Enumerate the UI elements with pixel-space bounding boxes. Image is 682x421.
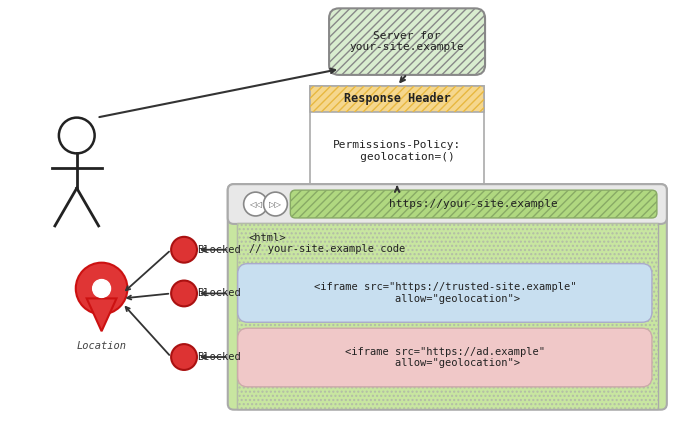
Circle shape — [59, 117, 95, 153]
Bar — [237, 223, 658, 409]
FancyBboxPatch shape — [228, 184, 667, 410]
Text: ◁◁: ◁◁ — [249, 200, 262, 208]
Text: Blocked: Blocked — [197, 288, 241, 298]
Circle shape — [171, 237, 197, 263]
Text: Response Header: Response Header — [344, 92, 451, 105]
Bar — [310, 86, 484, 190]
Text: ▷▷: ▷▷ — [269, 200, 282, 208]
Text: Server for
your-site.example: Server for your-site.example — [350, 31, 464, 53]
FancyBboxPatch shape — [329, 8, 485, 75]
Text: <iframe src="https://trusted-site.example"
    allow="geolocation">: <iframe src="https://trusted-site.exampl… — [314, 282, 576, 304]
Bar — [310, 86, 484, 112]
Text: <iframe src="https://ad.example"
    allow="geolocation">: <iframe src="https://ad.example" allow="… — [345, 347, 545, 368]
Text: https://your-site.example: https://your-site.example — [389, 199, 558, 209]
FancyBboxPatch shape — [228, 184, 667, 224]
Text: Blocked: Blocked — [197, 245, 241, 255]
Circle shape — [243, 192, 267, 216]
FancyBboxPatch shape — [291, 190, 657, 218]
Bar — [237, 223, 658, 409]
Circle shape — [171, 344, 197, 370]
Text: Permissions-Policy:
   geolocation=(): Permissions-Policy: geolocation=() — [333, 140, 461, 162]
FancyBboxPatch shape — [238, 264, 652, 322]
Circle shape — [93, 280, 110, 297]
Circle shape — [171, 280, 197, 306]
Text: Location: Location — [76, 341, 127, 351]
FancyBboxPatch shape — [238, 328, 652, 387]
Text: Blocked: Blocked — [197, 352, 241, 362]
Text: <html>
// your-site.example code: <html> // your-site.example code — [249, 233, 405, 254]
Polygon shape — [87, 298, 117, 331]
Circle shape — [263, 192, 287, 216]
Circle shape — [76, 263, 128, 314]
Bar — [310, 86, 484, 112]
